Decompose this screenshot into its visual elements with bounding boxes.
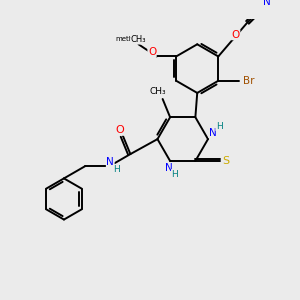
Text: Br: Br — [243, 76, 254, 86]
Text: CH₃: CH₃ — [131, 35, 146, 44]
Text: methoxy: methoxy — [116, 36, 146, 42]
Text: H: H — [113, 164, 120, 173]
Text: O: O — [116, 125, 124, 135]
Text: H: H — [171, 169, 178, 178]
Text: N: N — [106, 158, 114, 167]
Text: CH₃: CH₃ — [150, 87, 166, 96]
Text: N: N — [165, 163, 173, 172]
Text: N: N — [209, 128, 217, 138]
Text: O: O — [232, 30, 240, 40]
Text: H: H — [216, 122, 223, 130]
Text: O: O — [148, 47, 156, 57]
Text: N: N — [263, 0, 271, 7]
Text: S: S — [223, 156, 230, 166]
